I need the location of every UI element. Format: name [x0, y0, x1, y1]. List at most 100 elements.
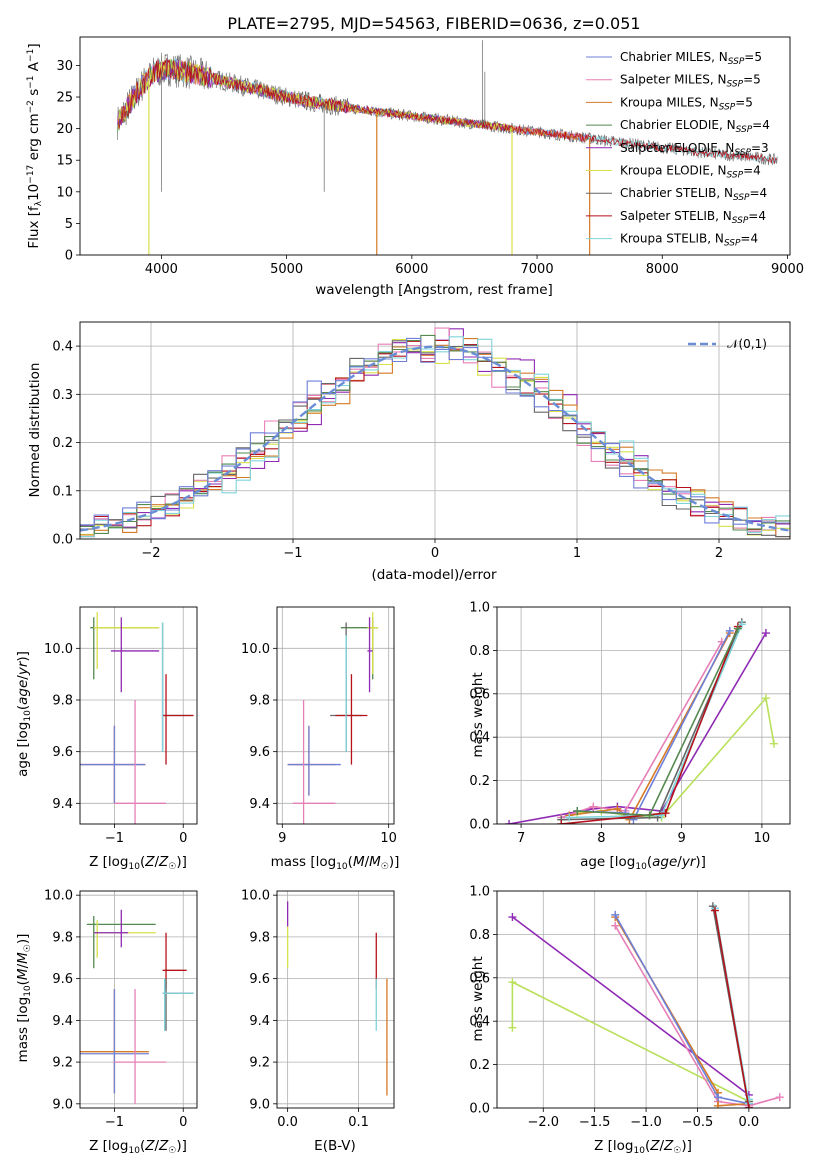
weight-marker [714, 1093, 723, 1102]
x-tick-label: 10 [754, 831, 771, 846]
y-tick-label: 9.8 [249, 694, 270, 709]
y-tick-label: 0.8 [469, 928, 490, 943]
weight-line [577, 630, 731, 821]
weight-marker [657, 811, 666, 820]
y-tick-label: 9.0 [52, 1097, 73, 1112]
x-tick-label: −1.5 [579, 1115, 611, 1130]
legend-label: Salpeter MILES, NSSP=5 [620, 73, 761, 90]
x-tick-label: 0.0 [739, 1115, 760, 1130]
legend-subscript: SSP [732, 216, 749, 226]
x-tick-label: 8 [597, 831, 605, 846]
weight-line [569, 632, 731, 821]
axes-frame [276, 606, 395, 825]
weight-marker [710, 906, 719, 915]
axes-frame [79, 36, 791, 256]
legend-subscript: SSP [719, 102, 736, 112]
p7-xlabel: E(B-V) [314, 1138, 356, 1154]
y-tick-label: 0.8 [469, 644, 490, 659]
axes-frame [496, 890, 791, 1109]
weight-marker [761, 629, 770, 638]
y-tick-label: 1.0 [469, 885, 490, 900]
weight-line [614, 925, 780, 1107]
weight-marker [769, 739, 778, 748]
spectrum-line [117, 59, 778, 165]
weight-marker [737, 620, 746, 629]
plot-area [80, 607, 197, 824]
spectrum-line [117, 52, 778, 166]
plot-area [497, 607, 790, 824]
weight-marker [508, 913, 517, 922]
y-tick-label: 5 [65, 217, 73, 232]
y-tick-label: 10 [56, 185, 73, 200]
x-tick-label: −2 [141, 546, 160, 561]
legend-label: Chabrier STELIB, NSSP=4 [620, 186, 767, 203]
histogram-step [80, 334, 790, 534]
y-tick-label: 9.4 [52, 797, 73, 812]
normal-curve [80, 345, 790, 532]
x-tick-label: 9 [278, 831, 286, 846]
y-tick-label: 10.0 [44, 889, 73, 904]
x-tick-label: −1 [105, 831, 124, 846]
y-tick-label: 9.4 [249, 797, 270, 812]
y-tick-label: 10.0 [241, 889, 270, 904]
spectrum-legend: Chabrier MILES, NSSP=5 Salpeter MILES, NS… [586, 50, 770, 249]
legend-subscript: SSP [728, 57, 745, 67]
axes-frame [79, 606, 198, 825]
x-tick-label: −0.5 [682, 1115, 714, 1130]
plot-area [277, 607, 394, 824]
x-tick-label: 6000 [395, 262, 428, 277]
y-tick-label: 9.8 [249, 930, 270, 945]
plot-area [277, 891, 394, 1108]
x-tick-label: 0 [179, 831, 187, 846]
y-tick-label: 25 [56, 91, 73, 106]
x-tick-label: −1.0 [630, 1115, 662, 1130]
plot-area [80, 322, 790, 539]
x-tick-label: 0 [179, 1115, 187, 1130]
p3-xlabel: Z [log10(Z/Z☉)] [89, 854, 187, 872]
massweight-vs-metallicity-panel: −2.0 −1.5 −1.0 −0.5 0.0 0.0 0.2 0.4 0.6 0.8 1.0 [469, 885, 791, 1130]
p3-ylabel: age [log10(age/yr)] [15, 651, 33, 777]
x-tick-label: 1 [573, 546, 581, 561]
residual-ylabel: Normed distribution [27, 363, 43, 498]
spectrum-ylabel: Flux [fλ10−17 erg cm−2 s−1 A−1] [26, 43, 44, 248]
y-tick-label: 10.0 [241, 642, 270, 657]
legend-label: Salpeter ELODIE, NSSP=3 [620, 141, 769, 158]
weight-marker [775, 1093, 784, 1102]
legend-subscript: SSP [736, 125, 753, 135]
y-tick-label: 9.4 [52, 1014, 73, 1029]
x-tick-label: 10 [380, 831, 397, 846]
y-tick-label: 30 [56, 59, 73, 74]
legend-count: =4 [752, 118, 770, 132]
x-tick-label: 5000 [270, 262, 303, 277]
legend-label: Kroupa MILES, NSSP=5 [620, 95, 753, 112]
weight-line [508, 632, 767, 824]
weight-marker [508, 1023, 517, 1032]
x-tick-label: 2 [715, 546, 723, 561]
y-tick-label: 0.0 [469, 818, 490, 833]
y-tick-label: 0.2 [52, 436, 73, 451]
x-tick-label: 7000 [521, 262, 554, 277]
y-tick-label: 0.4 [469, 1015, 490, 1030]
residual-xlabel: (data-model)/error [371, 567, 497, 583]
x-tick-label: 0 [431, 546, 439, 561]
axes-frame [276, 890, 395, 1109]
spectrum-panel: 4000 5000 6000 7000 8000 9000 0 5 10 15 20 25 30 Chab… [56, 36, 804, 277]
legend-count: =3 [751, 141, 769, 155]
axes-frame [496, 606, 791, 825]
x-tick-label: −2.0 [527, 1115, 559, 1130]
axes-frame [79, 890, 198, 1109]
weight-marker [744, 1095, 753, 1104]
p4-xlabel: mass [log10(M/M☉)] [271, 854, 400, 872]
weight-line [614, 916, 749, 1107]
age-vs-mass-panel: 9 10 9.4 9.6 9.8 10.0 [241, 606, 397, 846]
p8-ylabel: mass weight [470, 956, 486, 1041]
weight-marker [557, 820, 566, 824]
y-tick-label: 0.2 [469, 774, 490, 789]
x-tick-label: −1 [283, 546, 302, 561]
weight-marker [573, 806, 582, 815]
weight-marker [589, 802, 598, 811]
y-tick-label: 9.4 [249, 1014, 270, 1029]
weight-marker [661, 809, 670, 818]
mass-vs-metallicity-panel: −1 0 9.0 9.2 9.4 9.6 9.8 10.0 [44, 889, 198, 1130]
weight-marker [565, 813, 574, 822]
